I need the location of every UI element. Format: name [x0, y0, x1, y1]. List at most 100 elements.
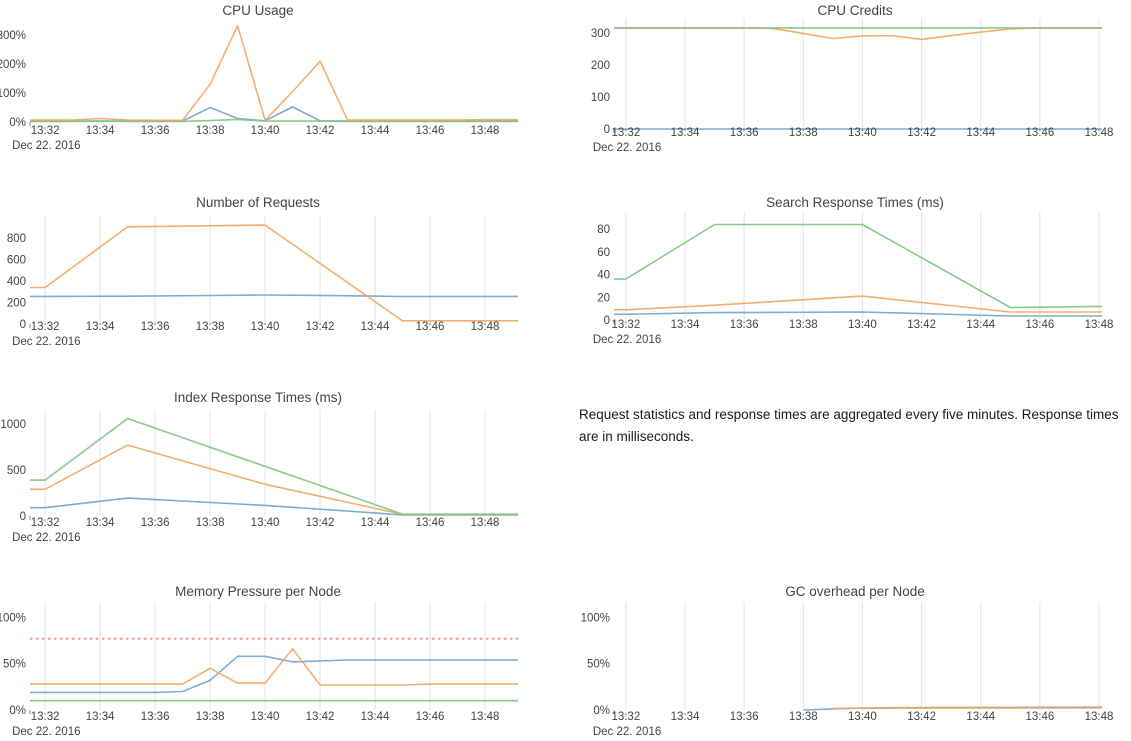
- x-tick-label: 13:32: [611, 319, 640, 331]
- y-tick-label: 0: [20, 319, 26, 331]
- x-tick-label: 13:42: [306, 125, 335, 137]
- x-tick-label: 13:46: [416, 517, 445, 529]
- x-tick-label: 13:36: [730, 319, 759, 331]
- y-tick-label: 800: [7, 233, 26, 245]
- chart-title: GC overhead per Node: [785, 584, 925, 599]
- x-tick-label: 13:48: [1085, 127, 1114, 139]
- y-tick-label: 200: [591, 60, 610, 72]
- x-tick-label: 13:38: [196, 125, 225, 137]
- x-tick-label: 13:44: [361, 125, 390, 137]
- y-tick-label: 500: [7, 465, 26, 477]
- series-orange: [30, 444, 518, 516]
- y-tick-label: 0%: [9, 705, 26, 717]
- x-tick-label: 13:42: [907, 127, 936, 139]
- x-tick-label: 13:46: [416, 321, 445, 333]
- x-tick-label: 13:42: [306, 321, 335, 333]
- x-tick-label: 13:34: [86, 711, 115, 723]
- chart-title: CPU Usage: [222, 3, 293, 18]
- y-tick-label: 200%: [0, 59, 26, 71]
- x-tick-label: 13:48: [1085, 711, 1114, 723]
- x-tick-label: 13:34: [86, 125, 115, 137]
- x-tick-label: 13:38: [196, 321, 225, 333]
- y-tick-label: 0%: [9, 117, 26, 129]
- y-tick-label: 50%: [587, 659, 610, 671]
- y-tick-label: 1000: [0, 419, 26, 431]
- x-tick-label: 13:40: [848, 127, 877, 139]
- x-tick-label: 13:46: [1026, 711, 1055, 723]
- y-tick-label: 20: [597, 292, 610, 304]
- x-tick-label: 13:36: [141, 517, 170, 529]
- y-tick-label: 100%: [581, 612, 610, 624]
- date-label: Dec 22. 2016: [12, 532, 80, 544]
- y-tick-label: 600: [7, 255, 26, 267]
- x-tick-label: 13:46: [1026, 319, 1055, 331]
- series-orange: [30, 648, 518, 686]
- date-label: Dec 22. 2016: [12, 726, 80, 738]
- y-tick-label: 50%: [3, 659, 26, 671]
- x-tick-label: 13:34: [671, 319, 700, 331]
- x-tick-label: 13:38: [789, 711, 818, 723]
- y-tick-label: 300%: [0, 30, 26, 42]
- x-tick-label: 13:34: [671, 127, 700, 139]
- x-tick-label: 13:32: [31, 125, 60, 137]
- y-tick-label: 0: [604, 315, 610, 327]
- chart-title: Index Response Times (ms): [174, 390, 342, 405]
- x-tick-label: 13:42: [907, 319, 936, 331]
- series-blue: [30, 497, 518, 516]
- x-tick-label: 13:46: [416, 125, 445, 137]
- series-blue: [30, 655, 518, 694]
- chart-index-response-times: 0 500 1000 13:32 13:34 13:36 13:38 13:40 13:42 13…: [0, 385, 565, 547]
- x-tick-label: 13:38: [789, 127, 818, 139]
- date-label: Dec 22. 2016: [593, 726, 661, 738]
- y-tick-label: 200: [7, 298, 26, 310]
- x-tick-label: 13:32: [611, 711, 640, 723]
- y-tick-label: 0: [604, 124, 610, 136]
- date-label: Dec 22. 2016: [12, 140, 80, 152]
- x-tick-label: 13:40: [848, 711, 877, 723]
- x-tick-label: 13:34: [86, 321, 115, 333]
- x-tick-label: 13:42: [306, 711, 335, 723]
- x-tick-label: 13:40: [848, 319, 877, 331]
- y-tick-label: 100%: [0, 612, 26, 624]
- x-tick-label: 13:40: [251, 321, 280, 333]
- x-tick-label: 13:40: [251, 711, 280, 723]
- x-tick-label: 13:42: [907, 711, 936, 723]
- y-tick-label: 40: [597, 270, 610, 282]
- x-tick-label: 13:48: [471, 321, 500, 333]
- chart-gc-overhead: 0% 50% 100% 13:32 13:34 13:36 13:38 13:40 13:42 1…: [565, 580, 1131, 741]
- date-label: Dec 22. 2016: [12, 336, 80, 348]
- date-label: Dec 22. 2016: [593, 142, 661, 154]
- x-tick-label: 13:48: [471, 125, 500, 137]
- series-orange: [30, 224, 518, 322]
- chart-memory-pressure: 0% 50% 100% 13:32 13:34 13:36 13:38 13:40 13:42 1…: [0, 580, 565, 741]
- x-tick-label: 13:38: [196, 711, 225, 723]
- series-orange: [614, 27, 1102, 41]
- x-tick-label: 13:46: [1026, 127, 1055, 139]
- chart-cpu-usage: 0% 100% 200% 300% 13:32 13:34 13:36 13:38 13:40 1…: [0, 0, 565, 158]
- chart-number-of-requests: 0 200 400 600 800 13:32 13:34 13:36 13:38 13:40 13…: [0, 190, 565, 352]
- series-orange: [30, 24, 518, 122]
- chart-title: Search Response Times (ms): [766, 195, 944, 210]
- x-tick-label: 13:38: [196, 517, 225, 529]
- x-tick-label: 13:34: [671, 711, 700, 723]
- date-label: Dec 22. 2016: [593, 334, 661, 346]
- y-tick-label: 100%: [0, 88, 26, 100]
- series-blue: [614, 311, 1102, 317]
- series-orange: [614, 295, 1102, 313]
- y-tick-label: 60: [597, 247, 610, 259]
- x-tick-label: 13:42: [306, 517, 335, 529]
- x-tick-label: 13:40: [251, 125, 280, 137]
- x-tick-label: 13:40: [251, 517, 280, 529]
- x-tick-label: 13:32: [31, 711, 60, 723]
- x-tick-label: 13:34: [86, 517, 115, 529]
- chart-cpu-credits: 0 100 200 300 13:32 13:34 13:36 13:38 13:40 13:42…: [565, 0, 1131, 158]
- y-tick-label: 0: [20, 511, 26, 523]
- aggregation-note: Request statistics and response times ar…: [579, 407, 1119, 444]
- x-tick-label: 13:44: [361, 321, 390, 333]
- chart-search-response-times: 0 20 40 60 80 13:32 13:34 13:36 13:38 13:40 13:42 1…: [565, 190, 1131, 352]
- x-tick-label: 13:36: [141, 321, 170, 333]
- chart-title: Number of Requests: [196, 195, 320, 210]
- x-tick-label: 13:44: [361, 711, 390, 723]
- x-tick-label: 13:32: [31, 517, 60, 529]
- chart-title: CPU Credits: [817, 3, 892, 18]
